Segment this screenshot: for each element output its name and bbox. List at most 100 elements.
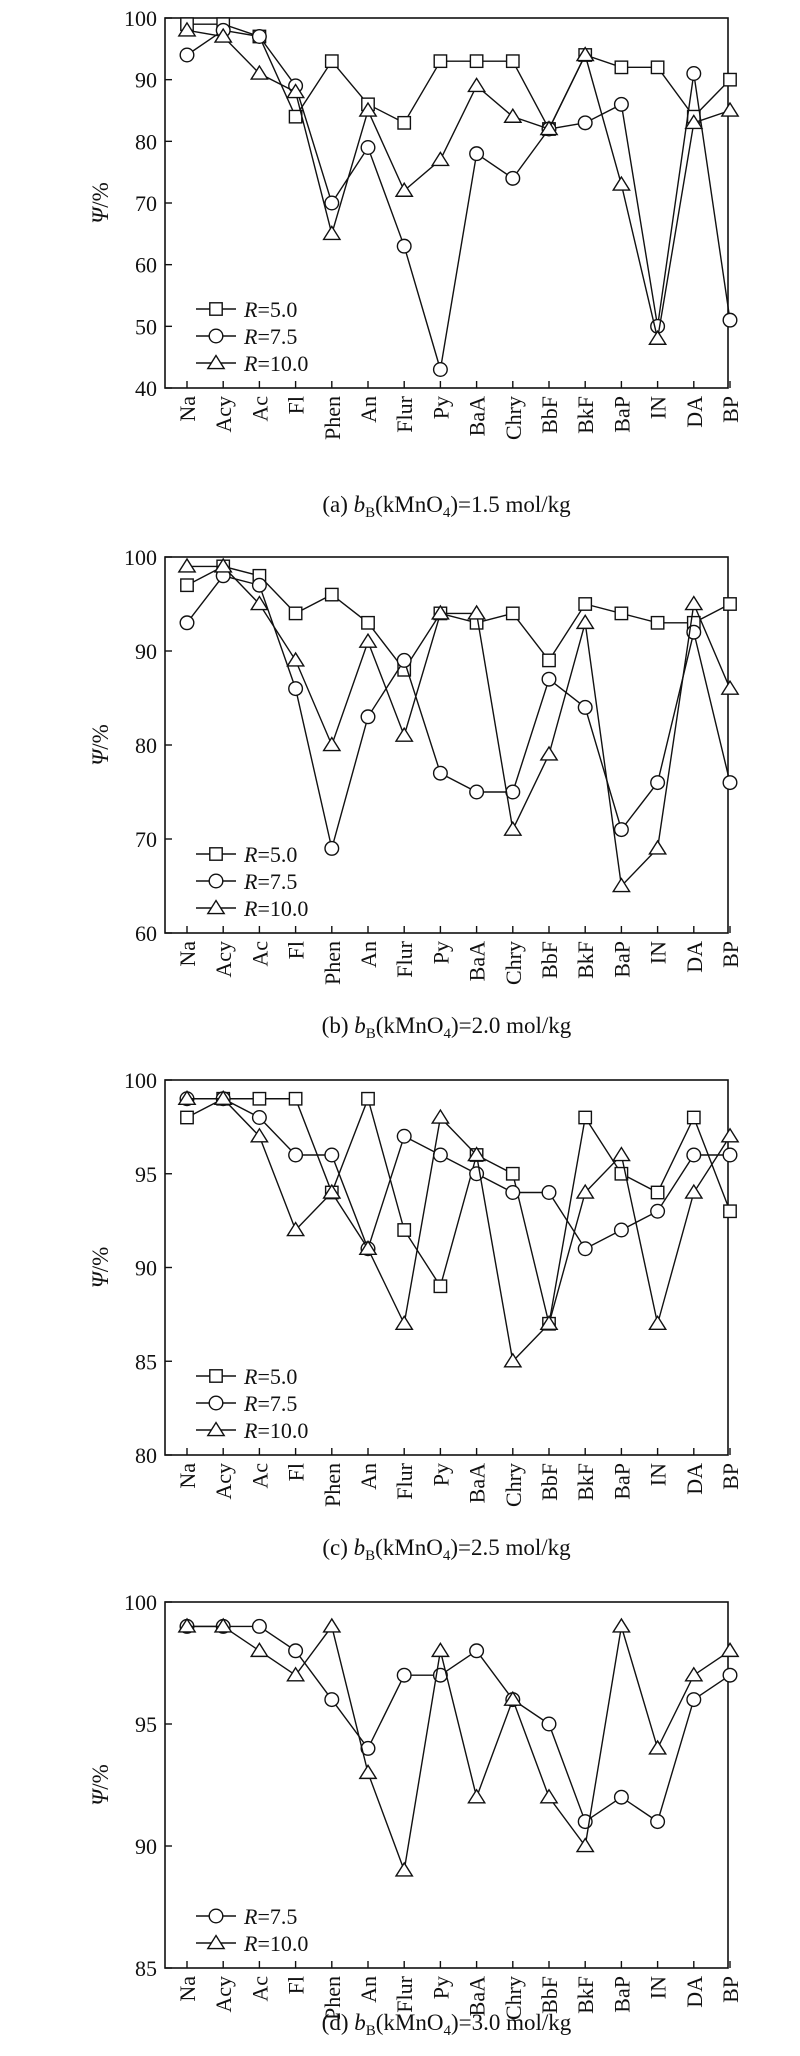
data-point-square <box>614 60 629 75</box>
data-point-triangle <box>322 1183 342 1199</box>
legend-label-var: R <box>243 896 258 921</box>
x-tick-label: Fl <box>284 1463 309 1481</box>
x-tick-label: BkF <box>573 941 598 979</box>
x-tick-label: BbF <box>537 941 562 979</box>
data-point-triangle <box>213 1617 233 1633</box>
data-point-square <box>542 653 556 668</box>
data-point-triangle <box>684 114 704 130</box>
data-point-circle <box>432 765 448 781</box>
data-point-square <box>723 72 737 87</box>
data-point-triangle <box>467 1788 487 1804</box>
caption-rest: )=3.0 mol/kg <box>451 2010 572 2035</box>
y-axis-label: Ψ/% <box>88 1764 113 1806</box>
legend-label-value: =5.0 <box>257 842 297 867</box>
legend-label: R=7.5 <box>243 1904 297 1929</box>
data-point-circle <box>432 362 448 378</box>
x-tick-label: An <box>356 1976 381 2003</box>
x-tick-label: Flur <box>392 940 417 977</box>
data-point-circle <box>251 577 267 593</box>
y-axis-label-unit: /% <box>88 1764 113 1790</box>
data-point-circle <box>722 1147 738 1163</box>
x-tick-label: Py <box>428 1976 453 1999</box>
data-point-circle <box>722 1667 738 1683</box>
legend-label-var: R <box>243 351 258 376</box>
data-point-circle <box>469 1643 485 1659</box>
data-point-square <box>578 1110 593 1125</box>
series-triangle <box>177 1089 740 1368</box>
legend-label-var: R <box>243 1364 258 1389</box>
x-tick-label: DA <box>682 1976 707 2008</box>
data-point-circle <box>541 1716 557 1732</box>
data-point-triangle <box>430 604 450 620</box>
y-axis-label-unit: /% <box>88 724 113 750</box>
legend-label-var: R <box>243 1931 258 1956</box>
chart-panel-a: 40 50 60 70 80 90 100 Na Acy Ac Fl Phen An Flur Py BaA C… <box>88 6 743 521</box>
x-tick-label: IN <box>646 1976 671 1999</box>
data-point-triangle <box>539 745 559 761</box>
legend-marker-square <box>209 1369 223 1383</box>
panel-caption: (a) bB(kMnO4)=1.5 mol/kg <box>322 492 571 521</box>
data-point-triangle <box>611 1617 631 1633</box>
chart-panel-d: 85 90 95 100 Na Acy Ac Fl Phen An Flur Py BaA Chry BbF… <box>88 1590 743 2039</box>
data-point-square <box>361 615 375 630</box>
data-point-circle <box>541 671 557 687</box>
data-point-square <box>397 115 412 130</box>
legend-label-var: R <box>243 324 258 349</box>
data-point-triangle <box>720 679 740 695</box>
caption-rest: )=2.5 mol/kg <box>450 1535 571 1560</box>
data-point-triangle <box>394 1861 414 1877</box>
data-point-triangle <box>249 1127 269 1143</box>
legend-label-value: =7.5 <box>257 1904 297 1929</box>
caption-formula: (kMnO <box>375 1535 443 1560</box>
y-axis-label: Ψ/% <box>88 724 113 766</box>
x-tick-label: Py <box>428 396 453 419</box>
legend-label: R=5.0 <box>243 297 297 322</box>
caption-variable: b <box>354 1013 366 1038</box>
legend-entry: R=10.0 <box>196 351 308 376</box>
data-point-circle <box>251 1109 267 1125</box>
x-tick-label: Fl <box>284 1976 309 1994</box>
y-tick-label: 90 <box>135 1256 157 1281</box>
data-point-circle <box>396 238 412 254</box>
caption-subscript: B <box>366 2023 376 2039</box>
legend-entry: R=5.0 <box>196 297 297 322</box>
caption-formula-subscript: 4 <box>444 2023 452 2039</box>
x-tick-label: Flur <box>392 395 417 432</box>
x-tick-label: An <box>356 396 381 423</box>
y-tick-label: 80 <box>135 1443 157 1468</box>
legend-label: R=5.0 <box>243 1364 297 1389</box>
data-point-triangle <box>430 1642 450 1658</box>
y-tick-label: 100 <box>124 545 157 570</box>
data-point-circle <box>288 1643 304 1659</box>
series-triangle <box>177 1617 740 1877</box>
y-tick-label: 70 <box>135 827 157 852</box>
y-tick-label: 60 <box>135 921 157 946</box>
caption-prefix: (b) <box>322 1013 355 1038</box>
data-point-triangle <box>539 120 559 136</box>
legend-entry: R=5.0 <box>196 842 297 867</box>
y-tick-label: 95 <box>135 1162 157 1187</box>
legend-label-var: R <box>243 869 258 894</box>
data-point-circle <box>613 96 629 112</box>
legend-label-var: R <box>243 1904 258 1929</box>
x-tick-label: Na <box>175 396 200 422</box>
x-tick-label: BbF <box>537 1976 562 2014</box>
data-point-circle <box>251 1618 267 1634</box>
x-tick-label: BbF <box>537 1463 562 1501</box>
data-point-triangle <box>322 1617 342 1633</box>
data-point-triangle <box>539 1314 559 1331</box>
y-tick-label: 95 <box>135 1712 157 1737</box>
data-point-triangle <box>611 1146 631 1162</box>
legend-marker-square <box>209 302 223 316</box>
data-point-square <box>686 1110 701 1125</box>
x-tick-label: BP <box>718 1976 743 2003</box>
x-tick-label: BaA <box>465 1463 490 1503</box>
data-point-circle <box>722 312 738 328</box>
x-tick-label: An <box>356 1463 381 1490</box>
data-point-triangle <box>575 1183 595 1199</box>
data-point-circle <box>686 65 702 81</box>
data-point-square <box>324 587 339 602</box>
caption-formula: (kMnO <box>375 492 443 517</box>
legend-label: R=5.0 <box>243 842 297 867</box>
